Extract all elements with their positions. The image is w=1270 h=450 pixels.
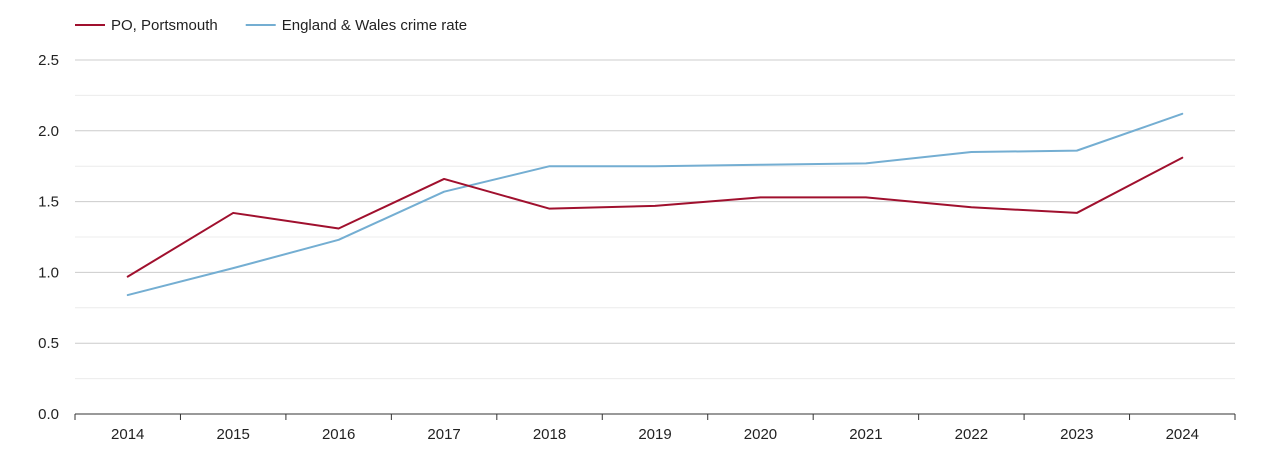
- y-tick-label: 0.0: [38, 406, 59, 423]
- x-tick-label: 2019: [638, 426, 671, 443]
- y-axis-tick-labels: 0.0 0.5 1.0 1.5 2.0 2.5: [38, 52, 59, 423]
- x-tick-label: 2023: [1060, 426, 1093, 443]
- x-axis-tick-labels: 2014 2015 2016 2017 2018 2019 2020 2021 2022 2023…: [111, 426, 1199, 443]
- axes: [74, 413, 1236, 420]
- series-line-1: [126, 112, 1184, 297]
- legend-item-1[interactable]: England & Wales crime rate: [245, 17, 467, 34]
- x-tick-label: 2016: [322, 426, 355, 443]
- y-tick-label: 1.0: [38, 264, 59, 281]
- gridlines: [75, 59, 1235, 380]
- y-tick-label: 2.0: [38, 123, 59, 140]
- legend-item-0[interactable]: PO, Portsmouth: [75, 17, 218, 34]
- x-tick-label: 2015: [216, 426, 249, 443]
- legend-label: England & Wales crime rate: [282, 17, 467, 34]
- x-tick-label: 2018: [533, 426, 566, 443]
- x-tick-label: 2024: [1166, 426, 1199, 443]
- x-tick-label: 2022: [955, 426, 988, 443]
- x-tick-label: 2017: [427, 426, 460, 443]
- y-tick-label: 2.5: [38, 52, 59, 69]
- legend[interactable]: PO, Portsmouth England & Wales crime rate: [75, 17, 467, 34]
- y-tick-label: 1.5: [38, 194, 59, 211]
- legend-label: PO, Portsmouth: [111, 17, 218, 34]
- y-tick-label: 0.5: [38, 335, 59, 352]
- x-tick-label: 2014: [111, 426, 144, 443]
- x-tick-label: 2020: [744, 426, 777, 443]
- series-lines: [126, 112, 1184, 297]
- series-line-0: [126, 156, 1184, 278]
- x-tick-label: 2021: [849, 426, 882, 443]
